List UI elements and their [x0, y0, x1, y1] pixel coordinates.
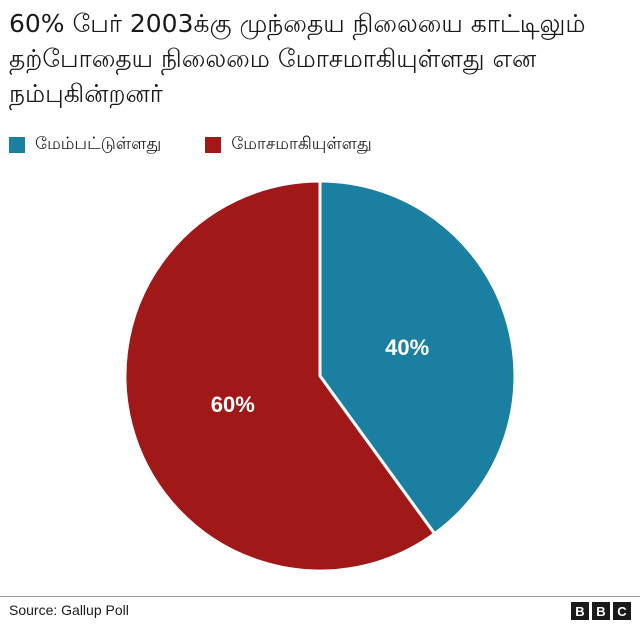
logo-letter: B: [571, 602, 589, 620]
legend-item-improved: மேம்பட்டுள்ளது: [9, 134, 161, 156]
legend-swatch-worse: [205, 137, 222, 153]
pie-slice-1: [123, 179, 437, 573]
data-label-0: 40%: [385, 335, 429, 360]
bbc-logo: B B C: [568, 602, 631, 620]
pie-chart: 40% 60%: [123, 179, 517, 573]
pie-slice-0: [318, 179, 517, 536]
legend-label-improved: மேம்பட்டுள்ளது: [35, 134, 162, 154]
chart-title: 60% பேர் 2003க்கு முந்தைய நிலையை காட்டில…: [9, 9, 586, 108]
legend-item-worse: மோசமாகியுள்ளது: [205, 134, 372, 156]
source-note: Source: Gallup Poll: [9, 602, 129, 618]
logo-letter: C: [613, 602, 631, 620]
logo-letter: B: [592, 602, 610, 620]
legend-label-worse: மோசமாகியுள்ளது: [231, 134, 372, 154]
legend-swatch-improved: [9, 137, 25, 153]
footer-divider: [0, 596, 640, 597]
data-label-1: 60%: [211, 392, 255, 417]
legend: மேம்பட்டுள்ளது மோசமாகியுள்ளது: [9, 134, 416, 156]
